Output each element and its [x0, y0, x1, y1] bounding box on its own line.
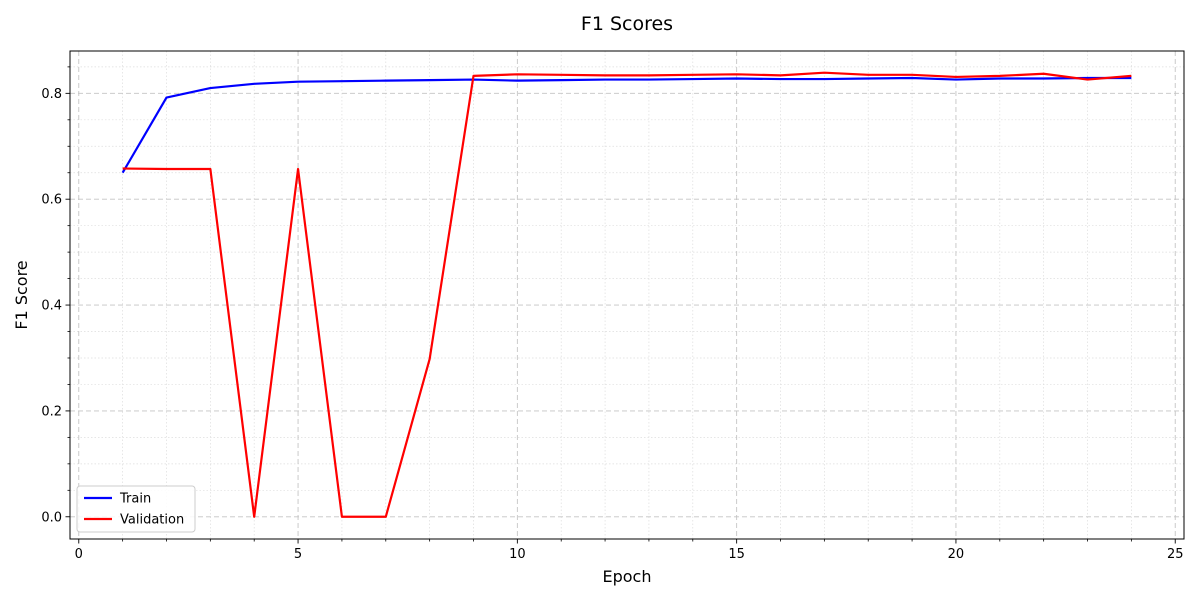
major-grid — [70, 51, 1184, 539]
chart-title: F1 Scores — [581, 13, 673, 35]
x-tick-label: 10 — [509, 547, 526, 562]
x-tick-label: 15 — [728, 547, 745, 562]
ticks-layer: 0 5 10 15 20 25 0.0 0.2 0.4 0.6 0.8 — [41, 66, 1184, 562]
y-tick-label: 0.8 — [41, 87, 62, 102]
legend-label-validation: Validation — [120, 513, 184, 528]
legend: Train Validation — [76, 485, 196, 533]
y-tick-label: 0.0 — [41, 510, 62, 525]
train-series-line — [121, 76, 1132, 174]
x-axis-title: Epoch — [603, 567, 652, 586]
series-layer — [121, 71, 1132, 518]
y-tick-label: 0.2 — [41, 404, 62, 419]
plot-frame — [69, 50, 1185, 540]
x-tick-label: 20 — [948, 547, 965, 562]
validation-series-line — [122, 71, 1132, 518]
y-tick-label: 0.6 — [41, 193, 62, 208]
y-tick-label: 0.4 — [41, 299, 62, 314]
x-tick-label: 0 — [75, 547, 83, 562]
legend-label-train: Train — [119, 492, 151, 507]
x-tick-label: 5 — [294, 547, 302, 562]
x-tick-label: 25 — [1167, 547, 1184, 562]
y-axis-title: F1 Score — [12, 260, 31, 329]
minor-grid — [70, 51, 1184, 539]
